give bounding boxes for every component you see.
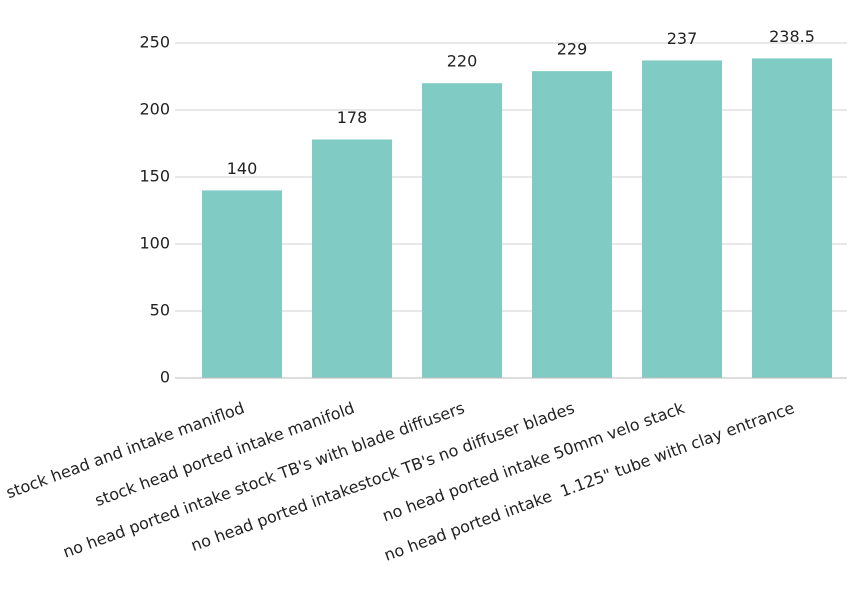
value-label: 140 (227, 159, 258, 178)
value-label: 229 (557, 40, 588, 59)
bar (422, 83, 502, 378)
y-tick-label: 50 (150, 301, 170, 320)
bar (202, 190, 282, 378)
y-tick-label: 100 (139, 234, 170, 253)
value-label: 237 (667, 29, 698, 48)
bar (752, 58, 832, 378)
value-label: 178 (337, 108, 368, 127)
value-label: 238.5 (769, 27, 815, 46)
y-tick-label: 250 (139, 33, 170, 52)
y-tick-label: 0 (160, 368, 170, 387)
y-tick-label: 150 (139, 167, 170, 186)
value-label: 220 (447, 52, 478, 71)
bar (532, 71, 612, 378)
bar (642, 60, 722, 379)
bar (312, 139, 392, 378)
y-tick-label: 200 (139, 100, 170, 119)
